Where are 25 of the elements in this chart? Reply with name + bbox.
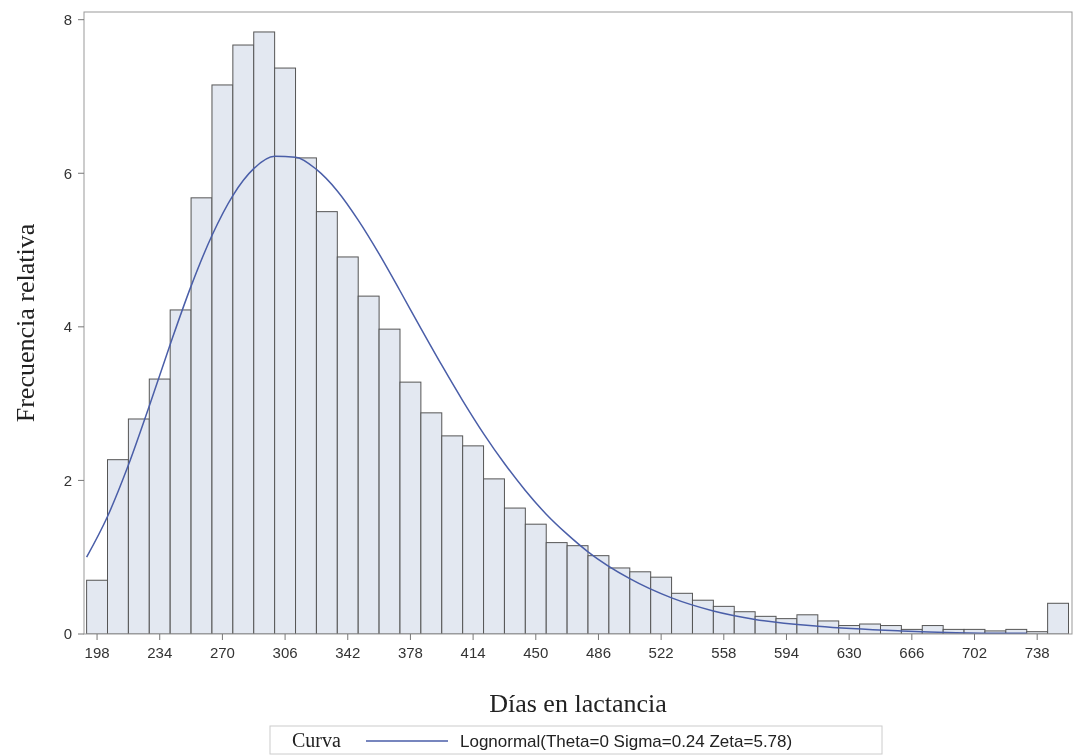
legend-label: Lognormal(Theta=0 Sigma=0.24 Zeta=5.78) bbox=[460, 732, 793, 751]
x-tick-label: 630 bbox=[836, 644, 862, 661]
y-tick-label: 4 bbox=[63, 318, 72, 336]
x-tick-label: 702 bbox=[961, 644, 988, 661]
x-tick-label: 378 bbox=[397, 644, 423, 661]
x-tick-label: 450 bbox=[523, 644, 549, 661]
y-tick-label: 8 bbox=[63, 10, 72, 28]
x-tick-label: 738 bbox=[1024, 644, 1050, 661]
x-tick-label: 234 bbox=[147, 644, 173, 661]
x-tick-label: 522 bbox=[648, 644, 674, 661]
y-tick-label: 6 bbox=[63, 164, 72, 182]
x-tick-label: 270 bbox=[209, 644, 235, 661]
legend-title: Curva bbox=[292, 729, 341, 751]
x-tick-label: 306 bbox=[272, 644, 298, 661]
x-tick-label: 594 bbox=[773, 644, 799, 661]
y-tick-label: 0 bbox=[63, 625, 72, 643]
x-axis-title: Días en lactancia bbox=[489, 689, 668, 718]
y-axis-title: Frecuencia relativa bbox=[11, 223, 40, 423]
x-tick-label: 486 bbox=[585, 644, 611, 661]
x-tick-label: 666 bbox=[899, 644, 925, 661]
x-tick-label: 198 bbox=[84, 644, 110, 661]
x-tick-label: 342 bbox=[335, 644, 361, 661]
x-tick-label: 414 bbox=[460, 644, 486, 661]
y-tick-label: 2 bbox=[63, 471, 72, 489]
x-tick-label: 558 bbox=[711, 644, 737, 661]
